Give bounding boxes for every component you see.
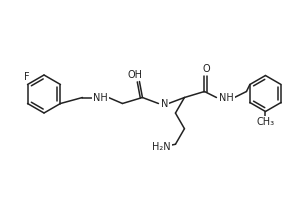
Text: H₂N: H₂N xyxy=(152,142,171,152)
Text: O: O xyxy=(203,63,210,74)
Text: F: F xyxy=(24,72,29,81)
Text: N: N xyxy=(161,99,168,108)
Text: NH: NH xyxy=(219,93,234,102)
Text: CH₃: CH₃ xyxy=(256,117,274,126)
Text: OH: OH xyxy=(128,69,143,80)
Text: NH: NH xyxy=(93,93,108,102)
